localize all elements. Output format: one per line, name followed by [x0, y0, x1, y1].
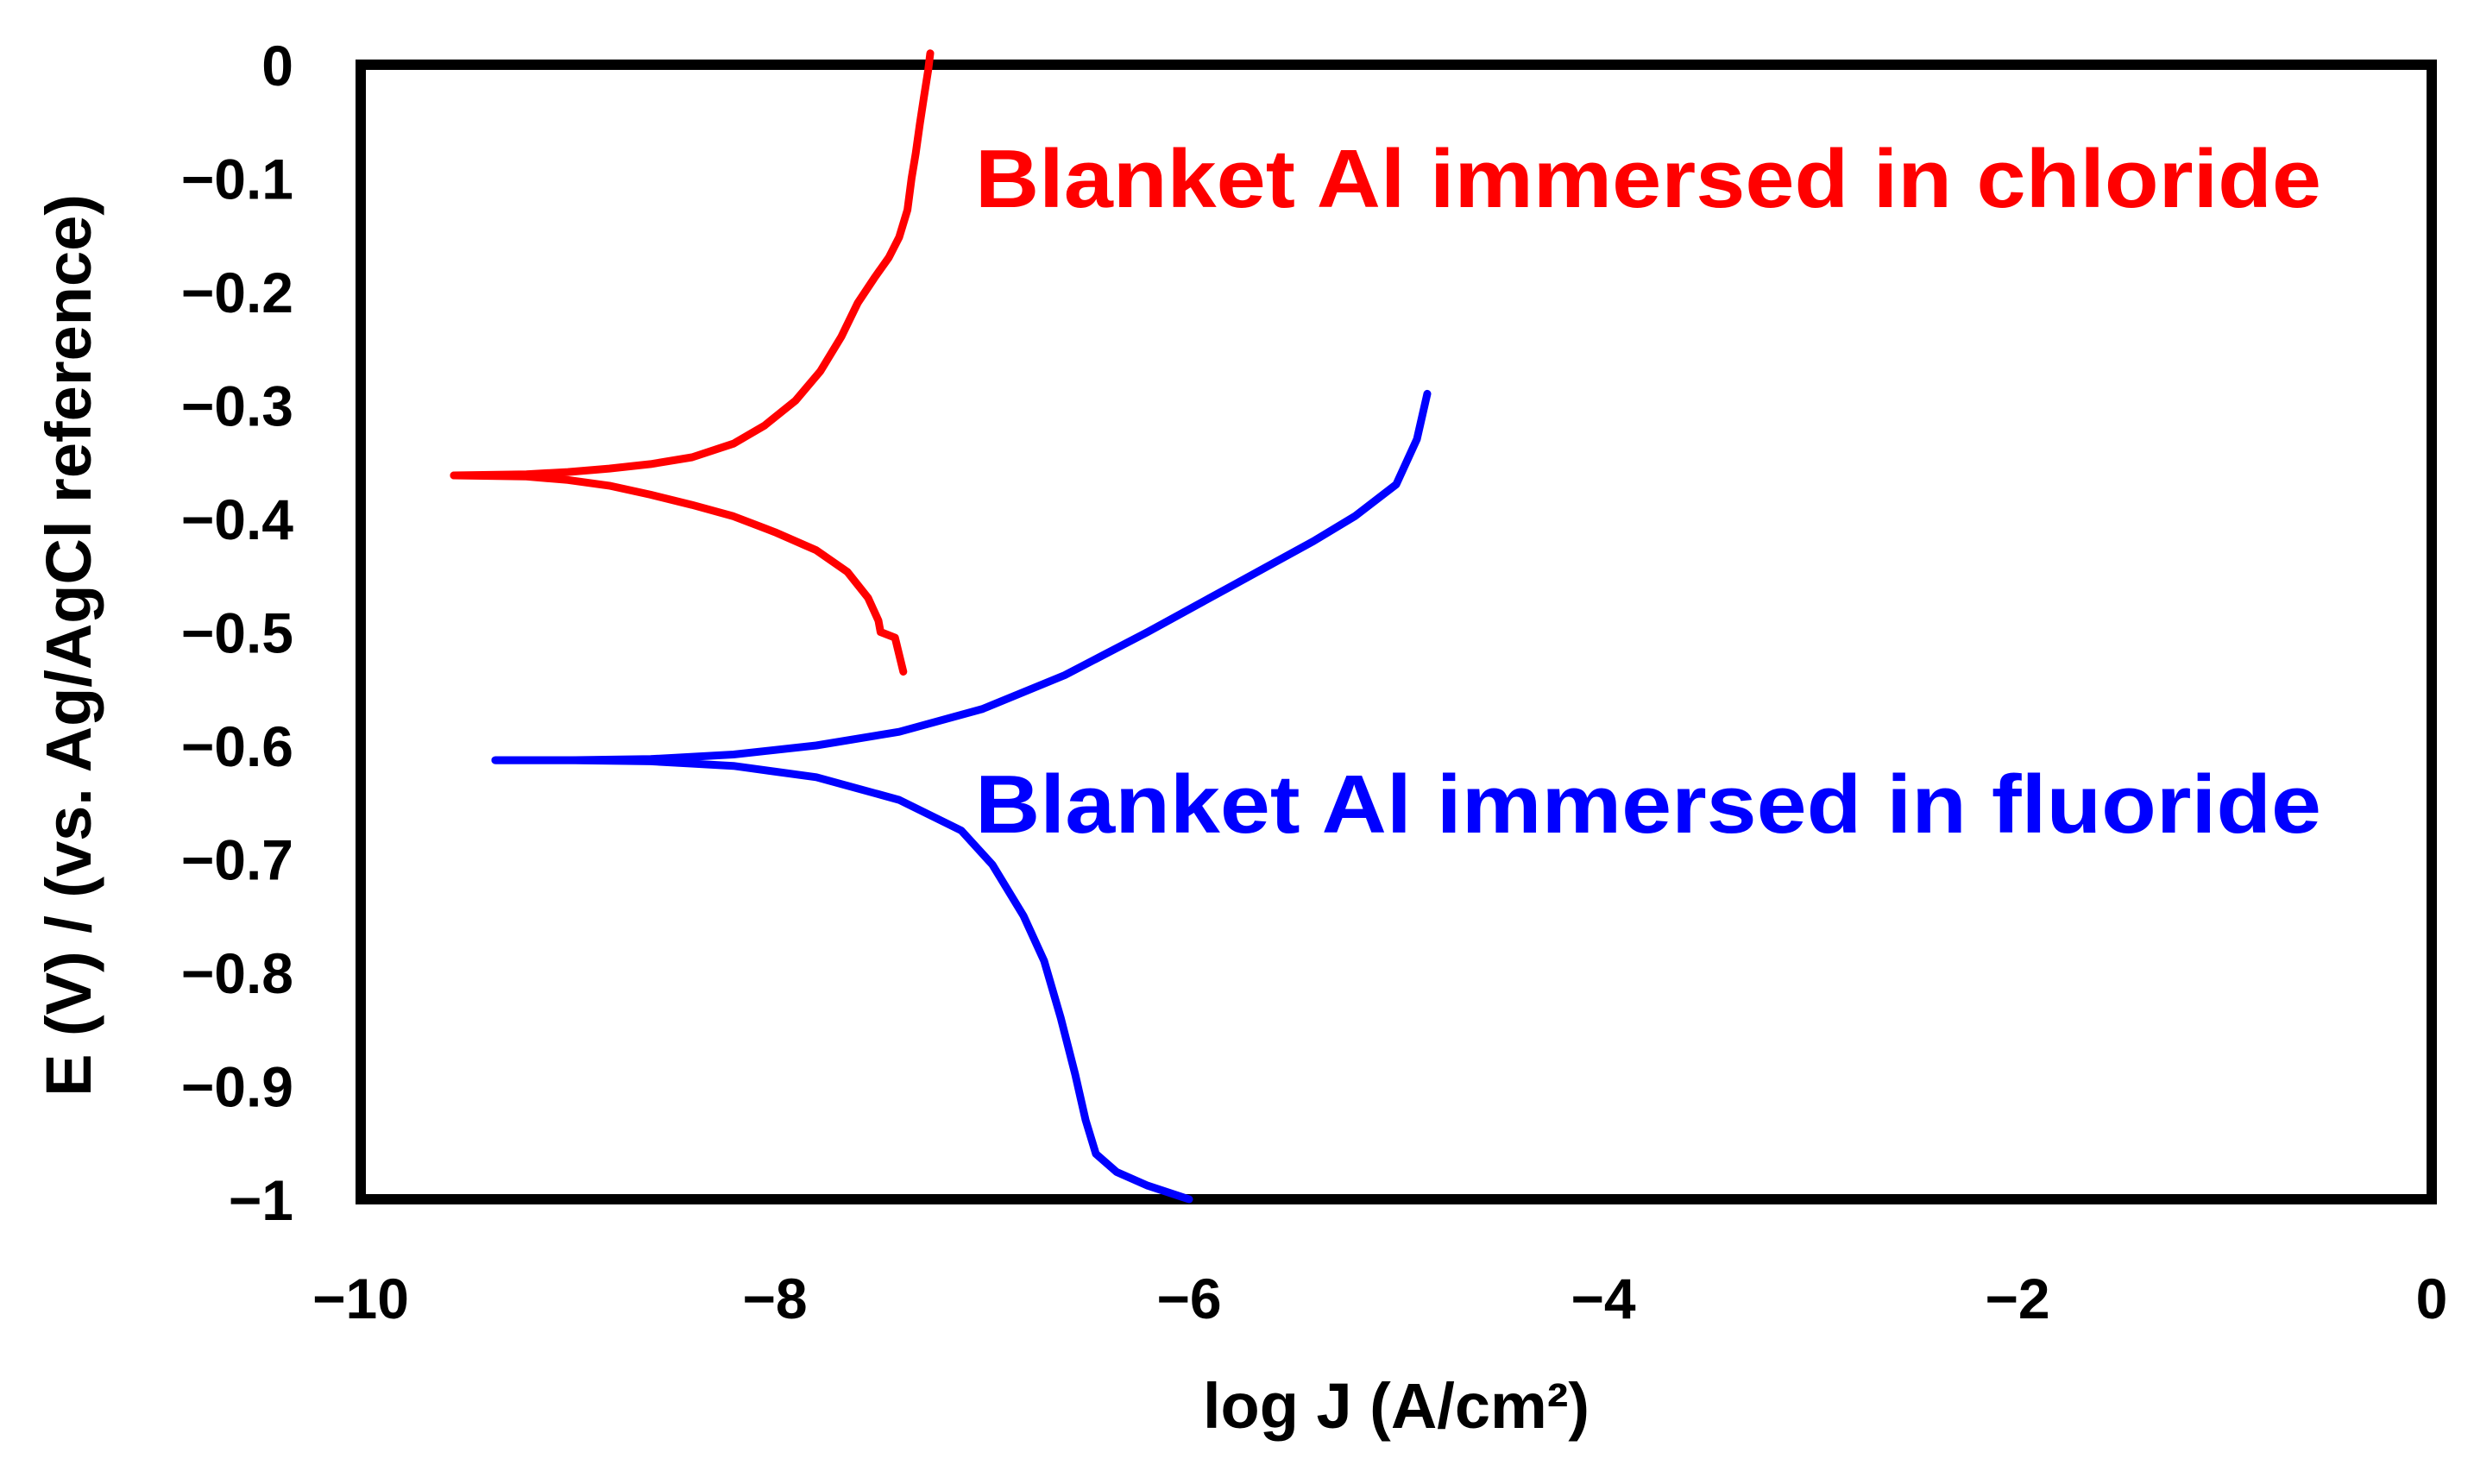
series-1-anodic-line [450, 49, 935, 480]
x-tick-label: −8 [742, 1267, 807, 1330]
plot-area-frame [356, 60, 2437, 1204]
x-tick-label: 0 [2416, 1267, 2448, 1330]
series-1-cathodic-line [450, 471, 908, 676]
y-tick-label: −0.8 [181, 941, 293, 1005]
series-2-anodic-line [491, 389, 1432, 764]
x-tick-label: −10 [312, 1267, 409, 1330]
y-tick-label: −0.1 [181, 148, 293, 211]
series-group: Blanket Al immersed in chloride Blanket A… [450, 49, 2321, 1204]
y-tick-label: −0.4 [181, 487, 294, 551]
y-tick-label: −1 [229, 1168, 293, 1232]
x-tick-label: −6 [1156, 1267, 1221, 1330]
y-tick-label: −0.6 [181, 714, 293, 778]
y-axis-ticks: 0 −0.1 −0.2 −0.3 −0.4 −0.5 −0.6 −0.7 −0.8 −0.9 −1 [181, 34, 294, 1232]
x-tick-label: −2 [1985, 1267, 2049, 1330]
y-tick-label: −0.3 [181, 374, 293, 438]
series-2-cathodic-line [491, 756, 1193, 1204]
y-tick-label: −0.7 [181, 828, 293, 892]
series-2-label: Blanket Al immersed in fluoride [975, 758, 2321, 851]
y-tick-label: −0.9 [181, 1055, 293, 1119]
y-tick-label: −0.2 [181, 261, 293, 324]
y-tick-label: 0 [261, 34, 293, 97]
y-tick-label: −0.5 [181, 601, 293, 665]
y-axis-title: E (V) / (vs. Ag/AgCl reference) [33, 194, 104, 1097]
series-1-label: Blanket Al immersed in chloride [975, 133, 2321, 225]
x-axis-title: log J (A/cm²) [1203, 1370, 1590, 1442]
x-tick-label: −4 [1571, 1267, 1636, 1330]
x-axis-ticks: −10 −8 −6 −4 −2 0 [312, 1267, 2447, 1330]
